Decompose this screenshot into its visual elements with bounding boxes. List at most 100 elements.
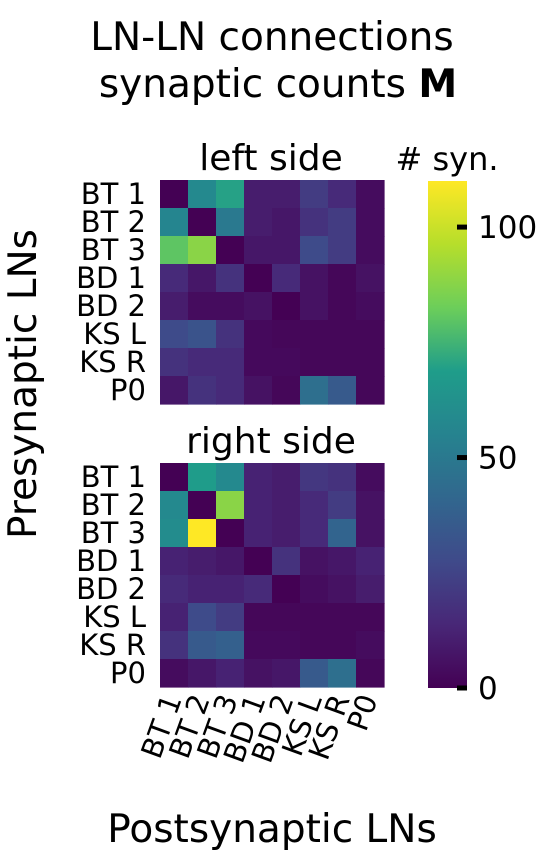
heatmap-cell-right-0-7	[356, 463, 385, 492]
heatmap-cell-left-4-2	[216, 292, 245, 321]
heatmap-cell-left-1-1	[188, 208, 217, 237]
heatmap-cell-left-7-6	[328, 376, 357, 405]
heatmap-cell-right-0-3	[244, 463, 273, 492]
heatmap-cell-right-6-6	[328, 631, 357, 660]
heatmap-cell-right-7-2	[216, 659, 245, 688]
heatmap-cell-right-1-6	[328, 491, 357, 520]
heatmap-cell-right-7-7	[356, 659, 385, 688]
heatmap-cell-left-3-1	[188, 264, 217, 293]
heatmap-cell-left-7-0	[160, 376, 189, 405]
heatmap-cell-right-1-0	[160, 491, 189, 520]
heatmap-cell-right-1-1	[188, 491, 217, 520]
heatmap-cell-left-1-4	[272, 208, 301, 237]
row-label-left-5: KS L	[83, 317, 146, 351]
heatmap-cell-right-4-6	[328, 575, 357, 604]
heatmap-cell-right-3-6	[328, 547, 357, 576]
heatmap-cell-right-1-5	[300, 491, 329, 520]
heatmap-cell-right-6-4	[272, 631, 301, 660]
heatmap-cell-right-5-1	[188, 603, 217, 632]
heatmap-cell-right-5-2	[216, 603, 245, 632]
heatmap-cell-right-2-7	[356, 519, 385, 548]
heatmap-cell-left-5-2	[216, 320, 245, 349]
heatmap-cell-right-2-1	[188, 519, 217, 548]
heatmap-cell-right-2-4	[272, 519, 301, 548]
figure-title-line2: synaptic counts M	[99, 62, 457, 107]
heatmap-cell-left-0-7	[356, 180, 385, 209]
heatmap-cell-left-4-5	[300, 292, 329, 321]
row-label-right-7: P0	[110, 656, 146, 690]
heatmap-cell-right-7-5	[300, 659, 329, 688]
heatmap-cell-left-3-4	[272, 264, 301, 293]
heatmap-cell-right-4-4	[272, 575, 301, 604]
heatmap-cell-right-5-0	[160, 603, 189, 632]
heatmap-cell-left-0-5	[300, 180, 329, 209]
heatmap-cell-right-5-5	[300, 603, 329, 632]
heatmap-left: BT 1BT 2BT 3BD 1BD 2KS LKS RP0	[76, 177, 385, 407]
row-label-right-1: BT 2	[81, 488, 146, 522]
row-label-right-0: BT 1	[81, 460, 146, 494]
heatmap-cell-left-6-3	[244, 348, 273, 377]
heatmap-cell-left-4-4	[272, 292, 301, 321]
colorbar-tick-label-1: 50	[478, 441, 517, 477]
heatmap-cell-left-2-3	[244, 236, 273, 265]
heatmap-cell-left-2-0	[160, 236, 189, 265]
heatmap-cell-left-1-5	[300, 208, 329, 237]
heatmap-cell-left-7-5	[300, 376, 329, 405]
heatmap-cell-right-2-5	[300, 519, 329, 548]
heatmap-cell-right-6-7	[356, 631, 385, 660]
row-label-left-6: KS R	[79, 345, 146, 379]
heatmap-cell-right-5-3	[244, 603, 273, 632]
heatmap-cell-left-1-0	[160, 208, 189, 237]
heatmap-cell-right-1-2	[216, 491, 245, 520]
figure-title-matrix-symbol: M	[418, 62, 457, 107]
heatmap-cell-left-7-1	[188, 376, 217, 405]
heatmap-cell-left-0-0	[160, 180, 189, 209]
figure-title-line1: LN-LN connections	[90, 15, 453, 60]
panel-title-left: left side	[199, 138, 343, 179]
heatmap-cell-right-5-4	[272, 603, 301, 632]
row-label-right-2: BT 3	[81, 516, 146, 550]
heatmap-cell-left-5-4	[272, 320, 301, 349]
heatmap-cell-left-6-5	[300, 348, 329, 377]
row-label-left-7: P0	[110, 373, 146, 407]
heatmap-cell-right-0-4	[272, 463, 301, 492]
heatmap-cell-right-4-1	[188, 575, 217, 604]
heatmap-cell-left-1-2	[216, 208, 245, 237]
heatmap-cell-right-3-1	[188, 547, 217, 576]
heatmap-cell-left-4-6	[328, 292, 357, 321]
heatmap-cell-left-5-0	[160, 320, 189, 349]
row-label-right-6: KS R	[79, 628, 146, 662]
heatmap-cell-left-7-3	[244, 376, 273, 405]
heatmap-cell-left-5-1	[188, 320, 217, 349]
heatmap-cell-right-7-1	[188, 659, 217, 688]
colorbar-tick-label-0: 0	[478, 671, 498, 707]
figure-title-line2-text: synaptic counts	[99, 62, 418, 107]
row-label-left-4: BD 2	[76, 289, 146, 323]
heatmap-cell-left-1-7	[356, 208, 385, 237]
heatmap-cell-right-3-7	[356, 547, 385, 576]
row-label-left-3: BD 1	[76, 261, 146, 295]
heatmap-cell-right-7-4	[272, 659, 301, 688]
heatmap-cell-left-4-3	[244, 292, 273, 321]
heatmap-cell-left-6-6	[328, 348, 357, 377]
heatmap-cell-right-7-0	[160, 659, 189, 688]
heatmap-cell-right-4-5	[300, 575, 329, 604]
heatmap-cell-right-4-3	[244, 575, 273, 604]
heatmap-cell-left-3-7	[356, 264, 385, 293]
heatmap-cell-left-2-1	[188, 236, 217, 265]
heatmap-cell-left-2-2	[216, 236, 245, 265]
heatmap-cell-right-6-5	[300, 631, 329, 660]
colorbar-ticks: 0 50 100	[457, 210, 537, 707]
heatmap-cell-right-6-1	[188, 631, 217, 660]
heatmap-cell-left-2-5	[300, 236, 329, 265]
heatmap-cell-right-0-1	[188, 463, 217, 492]
heatmap-cell-left-7-2	[216, 376, 245, 405]
heatmap-cell-left-3-0	[160, 264, 189, 293]
heatmap-cell-left-4-1	[188, 292, 217, 321]
heatmap-cell-left-0-4	[272, 180, 301, 209]
heatmap-cell-left-1-3	[244, 208, 273, 237]
heatmap-cell-right-1-4	[272, 491, 301, 520]
heatmap-cell-left-5-5	[300, 320, 329, 349]
